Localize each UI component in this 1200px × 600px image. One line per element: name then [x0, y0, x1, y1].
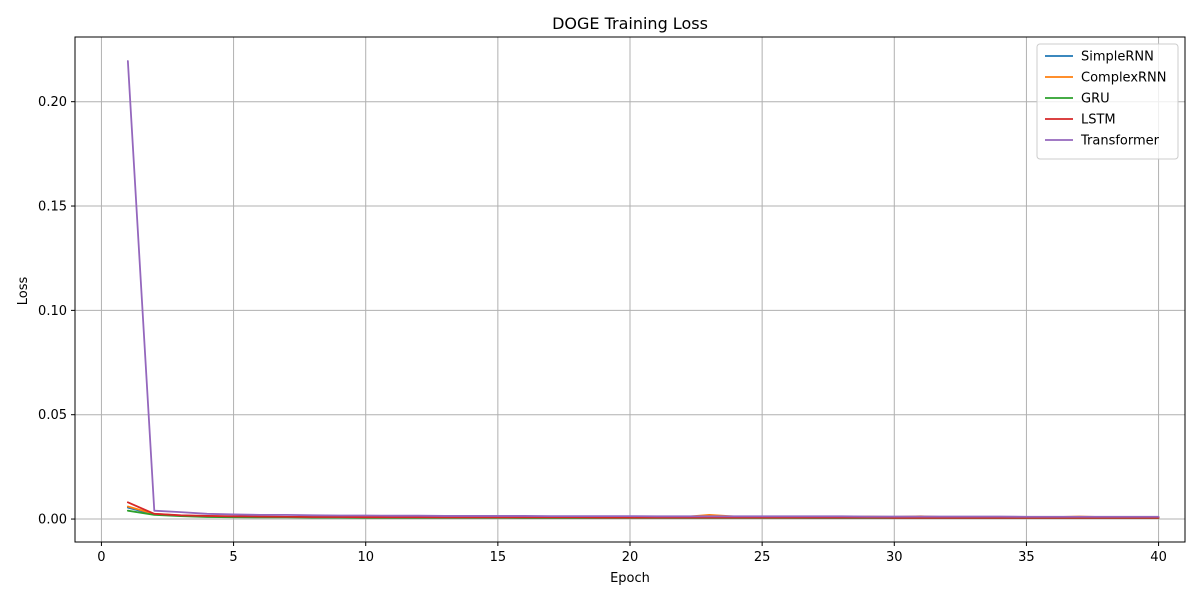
x-tick-label: 0	[97, 550, 105, 565]
y-tick-label: 0.00	[38, 513, 67, 528]
series-lines	[126, 60, 1160, 519]
plot-area: 0 5 10 15 20 25 30 35 40 0.00 0.05 0.10 0.15 0.20	[38, 36, 1186, 565]
y-tick-label: 0.20	[38, 95, 67, 110]
x-tick-label: 5	[229, 550, 237, 565]
x-tick-label: 15	[490, 550, 507, 565]
legend-label-transformer: Transformer	[1080, 134, 1160, 149]
x-tick-label: 20	[622, 550, 639, 565]
x-tick-label: 30	[886, 550, 903, 565]
x-axis-label: Epoch	[610, 571, 650, 586]
x-tick-label: 10	[357, 550, 374, 565]
x-tick-label: 40	[1150, 550, 1167, 565]
series-line-transformer	[126, 60, 1160, 518]
legend-label-complexrnn: ComplexRNN	[1081, 71, 1167, 86]
x-tick-label: 35	[1018, 550, 1035, 565]
legend-box	[1036, 43, 1179, 160]
legend-label-lstm: LSTM	[1081, 113, 1116, 128]
legend: SimpleRNN ComplexRNN GRU LSTM Transformer	[1036, 43, 1179, 160]
legend-label-gru: GRU	[1081, 92, 1110, 107]
y-tick-label: 0.10	[38, 304, 67, 319]
series-line-lstm	[126, 501, 1160, 519]
legend-label-simplernn: SimpleRNN	[1081, 50, 1154, 65]
y-tick-label: 0.15	[38, 200, 67, 215]
x-tick-label: 25	[754, 550, 771, 565]
y-axis-ticks: 0.00 0.05 0.10 0.15 0.20	[38, 95, 75, 528]
chart-title: DOGE Training Loss	[552, 14, 708, 33]
grid-lines	[75, 37, 1185, 542]
x-axis-ticks: 0 5 10 15 20 25 30 35 40	[97, 542, 1167, 565]
y-axis-label: Loss	[16, 277, 31, 306]
y-tick-label: 0.05	[38, 408, 67, 423]
